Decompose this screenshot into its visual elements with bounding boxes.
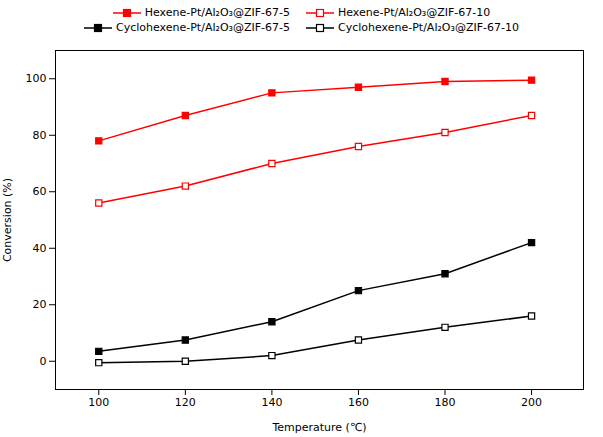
html-text:Cyclohexene-Pt/Al₂O₃@ZIF-67-10: Cyclohexene-Pt/Al₂O₃@ZIF-67-10 — [338, 21, 519, 34]
svg-text:Temperature (℃): Temperature (℃) — [271, 421, 366, 434]
svg-text:80: 80 — [33, 129, 47, 142]
html-text:Cyclohexene-Pt/Al₂O₃@ZIF-67-5: Cyclohexene-Pt/Al₂O₃@ZIF-67-5 — [116, 21, 290, 34]
svg-text:40: 40 — [33, 242, 47, 255]
html-text:Hexene-Pt/Al₂O₃@ZIF-67-5: Hexene-Pt/Al₂O₃@ZIF-67-5 — [144, 6, 290, 19]
svg-text:Conversion (%): Conversion (%) — [1, 178, 14, 262]
svg-text:100: 100 — [88, 396, 109, 409]
svg-text:200: 200 — [521, 396, 542, 409]
svg-text:160: 160 — [348, 396, 369, 409]
svg-text:100: 100 — [26, 72, 47, 85]
svg-text:120: 120 — [175, 396, 196, 409]
svg-text:20: 20 — [33, 298, 47, 311]
svg-text:0: 0 — [40, 355, 47, 368]
svg-text:60: 60 — [33, 185, 47, 198]
html-text:Hexene-Pt/Al₂O₃@ZIF-67-10: Hexene-Pt/Al₂O₃@ZIF-67-10 — [338, 6, 491, 19]
svg-text:140: 140 — [261, 396, 282, 409]
svg-text:180: 180 — [435, 396, 456, 409]
